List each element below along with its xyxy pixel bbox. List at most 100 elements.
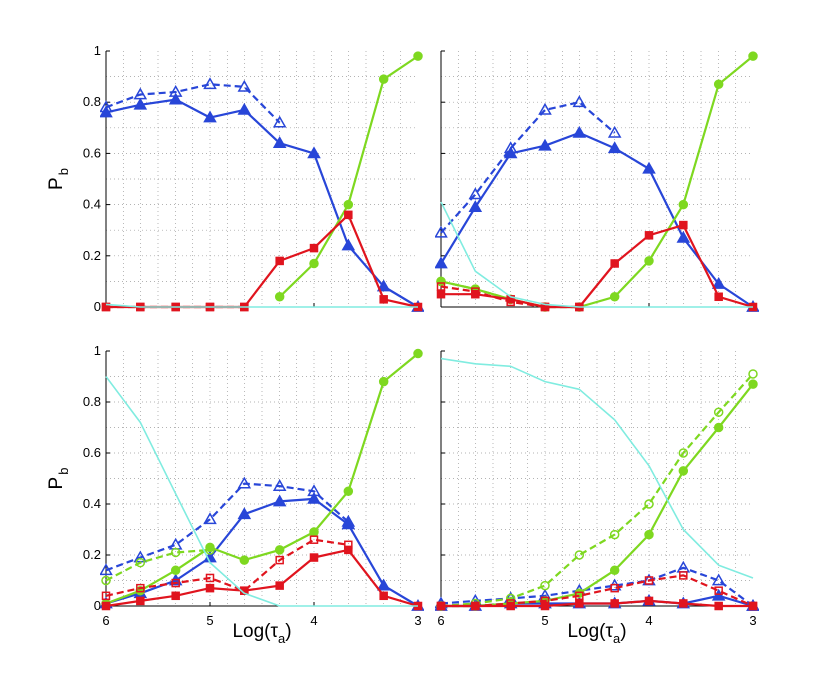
series-line-red-dashed-square (441, 574, 754, 608)
x-tick-label: 6 (102, 613, 109, 628)
data-point-red-solid-square (575, 599, 584, 608)
data-point-red-dashed-square (471, 287, 480, 296)
y-tick-label: 0.2 (83, 547, 101, 562)
series-line-blue-dashed-triangle (440, 566, 754, 607)
data-point-green-dashed-circle (678, 448, 689, 458)
series-line-blue-dashed-triangle (105, 83, 281, 124)
data-point-red-dashed-square (506, 297, 515, 307)
data-point-blue-dashed-triangle (100, 100, 113, 113)
data-point-green-solid-circle (413, 348, 423, 359)
data-point-green-solid-circle (274, 292, 285, 302)
data-point-green-solid-circle (343, 199, 354, 210)
data-point-blue-solid-triangle (168, 92, 183, 105)
series-line-cyan-line (440, 357, 754, 579)
data-point-red-dashed-square (101, 591, 111, 601)
data-point-blue-solid-triangle (572, 125, 587, 138)
data-point-blue-solid-triangle (376, 279, 391, 292)
data-point-blue-solid-triangle (538, 138, 552, 151)
data-point-green-dashed-circle (644, 499, 654, 509)
data-point-red-dashed-square (171, 578, 180, 588)
y-tick-label: 0 (94, 299, 101, 314)
data-point-green-dashed-circle (205, 545, 215, 555)
data-point-red-dashed-square (748, 601, 758, 611)
data-point-green-solid-circle (378, 376, 389, 387)
data-point-red-solid-square (436, 289, 446, 299)
data-point-blue-dashed-triangle (168, 84, 183, 97)
x-axis-label-main: Log(τ (232, 621, 278, 642)
data-point-green-solid-circle (644, 256, 654, 266)
data-point-blue-solid-triangle (607, 141, 622, 154)
data-point-red-solid-square (205, 583, 215, 593)
series-group (435, 51, 759, 312)
data-point-blue-solid-triangle (307, 491, 321, 504)
data-point-blue-solid-triangle (272, 494, 287, 507)
data-point-green-solid-circle (644, 529, 654, 540)
y-axis-label-sub: b (56, 468, 71, 475)
y-tick-label: 0.8 (83, 94, 101, 109)
y-tick-label: 0.6 (83, 145, 101, 160)
panel-bottom-right: 6 5 4 3 Log(τa) (435, 350, 759, 646)
y-tick-label: 0.6 (83, 445, 101, 460)
data-point-green-dashed-circle (713, 407, 724, 417)
data-point-blue-dashed-triangle (307, 484, 321, 497)
y-tick-label: 0.2 (83, 248, 101, 263)
data-point-green-solid-circle (413, 51, 423, 61)
y-tick-label: 0.4 (83, 496, 101, 511)
data-point-blue-dashed-triangle (435, 225, 448, 238)
series-line-green-solid-circle (105, 352, 419, 605)
series-line-red-solid-square (441, 224, 754, 309)
data-point-green-solid-circle (609, 292, 620, 302)
data-point-red-dashed-square (436, 282, 446, 291)
series-line-green-solid-circle (441, 383, 754, 608)
data-point-blue-dashed-triangle (237, 476, 252, 489)
data-point-blue-dashed-triangle (538, 102, 552, 115)
panel-bottom-left: 0 0.2 0.4 0.6 0.8 1 6 5 4 3 Pb Log(τa) (46, 343, 424, 646)
data-point-red-dashed-square (344, 540, 353, 550)
series-line-green-solid-circle (440, 55, 754, 309)
series-line-green-solid-circle (278, 55, 419, 298)
data-point-green-dashed-circle (540, 580, 550, 591)
data-point-green-solid-circle (748, 379, 758, 389)
series-line-red-solid-square (441, 599, 753, 608)
data-point-green-dashed-circle (748, 369, 758, 379)
data-point-red-solid-square (344, 210, 353, 220)
series-line-red-solid-square (106, 213, 419, 309)
data-point-red-dashed-square (471, 601, 480, 611)
data-point-red-solid-square (610, 259, 619, 268)
data-point-red-dashed-square (275, 555, 284, 565)
data-point-blue-solid-triangle (237, 102, 252, 115)
series-group (100, 348, 424, 611)
data-point-blue-dashed-triangle (572, 95, 587, 108)
series-line-cyan-line (105, 376, 418, 607)
data-point-red-solid-square (344, 545, 353, 555)
data-point-blue-dashed-triangle (341, 514, 356, 527)
x-tick-label: 5 (541, 613, 548, 628)
data-point-blue-solid-triangle (203, 110, 217, 123)
data-point-blue-solid-triangle (642, 161, 656, 174)
data-point-red-dashed-square (540, 596, 550, 606)
data-point-red-dashed-square (575, 591, 584, 601)
x-tick-label: 4 (645, 613, 652, 628)
series-line-cyan-line (105, 303, 418, 308)
data-point-blue-solid-triangle (307, 146, 321, 159)
data-point-red-dashed-square (205, 573, 215, 583)
y-axis-label-main: P (46, 477, 67, 490)
data-point-blue-dashed-triangle (203, 77, 217, 90)
data-point-green-solid-circle (713, 79, 724, 90)
data-point-red-solid-square (309, 553, 319, 562)
data-point-blue-solid-triangle (711, 588, 726, 601)
series-line-blue-dashed-triangle (440, 101, 616, 234)
data-point-green-dashed-circle (436, 276, 446, 287)
y-axis-label: Pb (46, 168, 71, 190)
data-point-green-solid-circle (239, 555, 250, 565)
data-point-green-dashed-circle (101, 575, 111, 586)
data-point-green-dashed-circle (609, 529, 620, 540)
data-point-green-solid-circle (678, 199, 689, 210)
x-tick-label: 6 (437, 613, 444, 628)
data-point-red-solid-square (644, 231, 654, 240)
data-point-blue-solid-triangle (272, 136, 287, 149)
series-group (100, 51, 424, 312)
data-point-red-dashed-square (506, 599, 515, 608)
data-point-green-solid-circle (343, 486, 354, 496)
